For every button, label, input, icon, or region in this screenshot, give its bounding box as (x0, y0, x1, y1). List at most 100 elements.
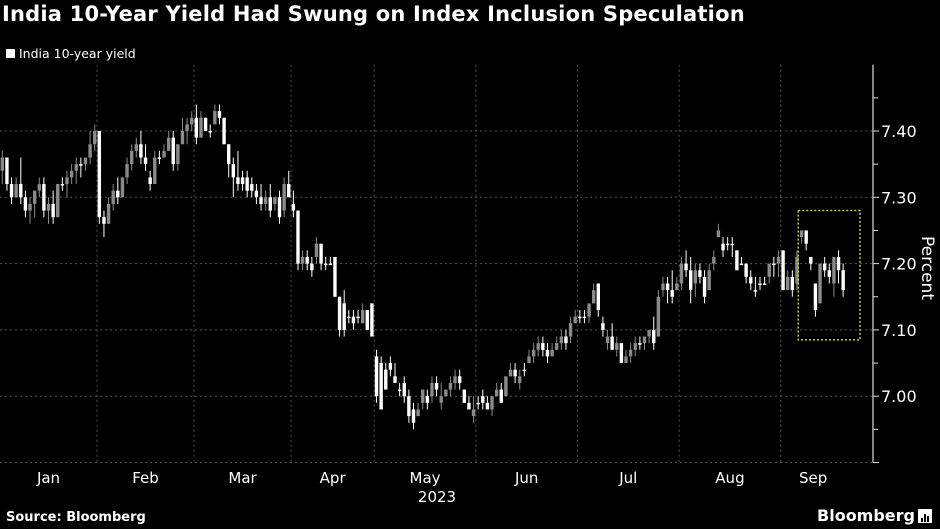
candle-body (291, 203, 296, 211)
candle-body (772, 263, 776, 266)
candle-body (143, 157, 148, 165)
candle-body (767, 263, 771, 277)
candle-body (628, 349, 633, 357)
candle-body (744, 263, 748, 277)
candle-body (14, 184, 18, 198)
candle-body (226, 144, 231, 165)
candle-body (365, 310, 369, 330)
candle-body (190, 117, 194, 125)
legend: India 10-year yield (6, 46, 136, 61)
y-tick-label: 7.10 (881, 321, 917, 340)
candle-body (786, 276, 790, 291)
candle-body (319, 243, 323, 264)
x-tick-label: Jul (618, 469, 637, 487)
candle-body (656, 296, 661, 337)
candle-body (379, 363, 383, 410)
candle-body (735, 250, 739, 271)
candle-body (499, 389, 503, 403)
candle-body (601, 323, 605, 330)
candle-body (222, 117, 226, 145)
candle-body (83, 157, 88, 165)
candle-body (37, 184, 41, 191)
candle-body (693, 270, 698, 284)
candle-body (615, 343, 619, 350)
candle-body (753, 290, 758, 292)
candle-body (65, 177, 69, 185)
candle-body (605, 336, 610, 344)
candle-body (134, 144, 138, 151)
y-tick-label: 7.20 (881, 255, 917, 274)
candle-body (208, 131, 212, 133)
candle-body (273, 197, 277, 204)
candle-body (425, 396, 430, 403)
candle-body (564, 336, 568, 344)
candle-body (508, 369, 513, 377)
candle-body (268, 197, 272, 211)
candle-body (698, 270, 702, 277)
candle-body (56, 184, 60, 218)
candle-body (822, 263, 827, 271)
candle-body (388, 363, 393, 370)
candle-body (300, 256, 305, 264)
candle-body (430, 382, 434, 397)
source-note: Source: Bloomberg (6, 510, 146, 525)
candle-body (129, 150, 134, 165)
candle-body (587, 303, 591, 317)
candle-body (125, 164, 129, 178)
candle-body (203, 117, 208, 131)
candle-body (684, 263, 688, 271)
logo-chart-icon (918, 508, 932, 523)
candle-body (749, 276, 753, 284)
candle-body (342, 303, 346, 330)
candle-body (259, 197, 263, 204)
candle-body (69, 170, 74, 178)
candle-body (462, 389, 467, 403)
candle-body (481, 396, 485, 403)
candle-body (93, 131, 97, 145)
candle-body (679, 263, 684, 284)
candle-body (42, 184, 46, 211)
candle-body (148, 177, 152, 185)
candle-body (296, 210, 300, 264)
candle-body (139, 144, 143, 158)
candle-body (328, 263, 333, 266)
candle-body (180, 131, 185, 145)
candle-body (324, 263, 328, 266)
candle-body (813, 283, 818, 311)
candle-body (596, 283, 600, 311)
candle-body (610, 336, 614, 350)
candle-body (513, 369, 517, 377)
candle-body (670, 290, 674, 297)
candle-body (60, 184, 65, 186)
candle-body (652, 329, 656, 344)
candle-body (102, 217, 106, 224)
candle-body (337, 296, 342, 330)
candle-body (314, 243, 319, 257)
candle-body (236, 177, 240, 185)
candle-body (647, 329, 651, 337)
candle-body (166, 137, 171, 151)
x-axis-year-label: 2023 (418, 488, 456, 506)
candle-body (804, 230, 808, 244)
candle-body (116, 190, 120, 198)
candle-body (213, 111, 217, 125)
candle-body (707, 270, 711, 291)
candle-body (518, 376, 522, 383)
candle-body (638, 343, 642, 345)
candle-body (716, 230, 721, 238)
x-tick-label: Feb (132, 469, 159, 487)
candle-body (531, 349, 536, 357)
candle-body (333, 256, 337, 297)
candle-body (356, 316, 360, 319)
candle-body (536, 343, 540, 350)
candle-body (111, 190, 115, 204)
y-tick-label: 7.40 (881, 122, 917, 141)
candle-body (439, 396, 443, 403)
candle-body (185, 124, 189, 131)
chart-title: India 10-Year Yield Had Swung on Index I… (2, 2, 745, 26)
candle-body (795, 256, 799, 284)
y-axis: 7.00 7.10 7.20 7.30 7.40 (872, 64, 917, 463)
candle-body (310, 263, 314, 271)
x-tick-label: Apr (320, 469, 347, 487)
